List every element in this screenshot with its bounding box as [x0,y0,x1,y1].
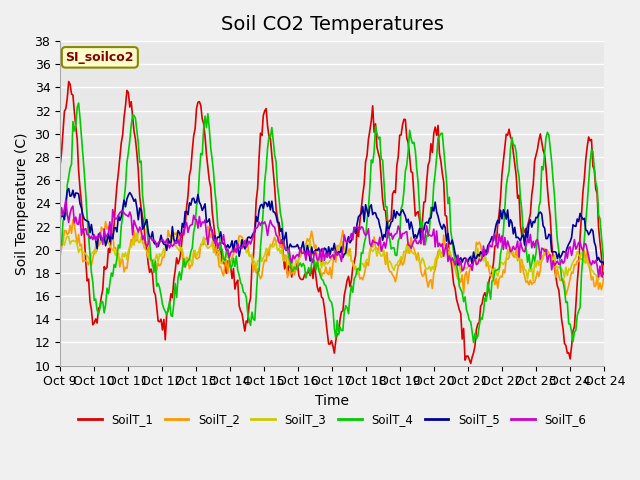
SoilT_1 [600,275,608,281]
SoilT_4 [528,261,536,266]
SoilT_4 [470,340,477,346]
SoilT_4 [445,194,453,200]
SoilT_3 [133,230,141,236]
SoilT_5 [599,259,607,265]
SoilT_1 [528,192,536,197]
SoilT_1 [93,320,101,326]
Line: SoilT_2: SoilT_2 [60,219,604,295]
SoilT_1 [445,253,453,259]
SoilT_6 [56,219,64,225]
Legend: SoilT_1, SoilT_2, SoilT_3, SoilT_4, SoilT_5, SoilT_6: SoilT_1, SoilT_2, SoilT_3, SoilT_4, Soil… [74,408,591,431]
SoilT_5 [454,262,462,268]
SoilT_6 [62,197,70,203]
Line: SoilT_5: SoilT_5 [60,189,604,265]
SoilT_4 [600,266,608,272]
SoilT_2 [527,277,534,283]
SoilT_5 [65,186,72,192]
SoilT_5 [600,262,608,267]
SoilT_5 [337,244,345,250]
SoilT_6 [445,253,453,259]
SoilT_3 [599,271,607,277]
SoilT_1 [599,274,607,280]
SoilT_2 [599,281,607,287]
SoilT_2 [56,253,64,259]
Line: SoilT_4: SoilT_4 [60,103,604,343]
Line: SoilT_1: SoilT_1 [60,82,604,363]
SoilT_4 [76,116,84,121]
SoilT_3 [56,250,64,255]
Title: Soil CO2 Temperatures: Soil CO2 Temperatures [221,15,444,34]
X-axis label: Time: Time [316,394,349,408]
SoilT_4 [337,327,345,333]
SoilT_1 [337,309,345,315]
SoilT_6 [337,259,345,264]
SoilT_1 [467,360,474,366]
SoilT_2 [69,216,77,222]
SoilT_3 [92,251,99,256]
SoilT_1 [76,186,84,192]
SoilT_6 [599,272,607,277]
SoilT_5 [76,201,84,206]
SoilT_4 [599,249,607,254]
SoilT_6 [93,234,101,240]
SoilT_2 [93,239,101,245]
SoilT_2 [445,247,453,253]
SoilT_1 [65,79,72,84]
SoilT_3 [529,278,537,284]
SoilT_2 [76,243,84,249]
SoilT_2 [562,292,570,298]
SoilT_2 [337,236,345,242]
SoilT_6 [76,211,84,217]
SoilT_3 [445,249,453,254]
SoilT_4 [56,243,64,249]
Line: SoilT_3: SoilT_3 [60,233,604,281]
SoilT_5 [528,224,536,230]
SoilT_3 [600,273,608,279]
Text: SI_soilco2: SI_soilco2 [65,51,134,64]
SoilT_5 [56,213,64,218]
SoilT_3 [527,268,534,274]
SoilT_1 [56,162,64,168]
Y-axis label: Soil Temperature (C): Soil Temperature (C) [15,132,29,275]
SoilT_2 [600,269,608,275]
SoilT_4 [93,307,101,313]
SoilT_3 [337,247,345,253]
SoilT_5 [445,240,453,246]
SoilT_6 [600,269,608,275]
SoilT_6 [527,231,534,237]
SoilT_5 [93,246,101,252]
SoilT_6 [595,274,602,280]
SoilT_3 [75,250,83,255]
Line: SoilT_6: SoilT_6 [60,200,604,277]
SoilT_4 [75,100,83,106]
